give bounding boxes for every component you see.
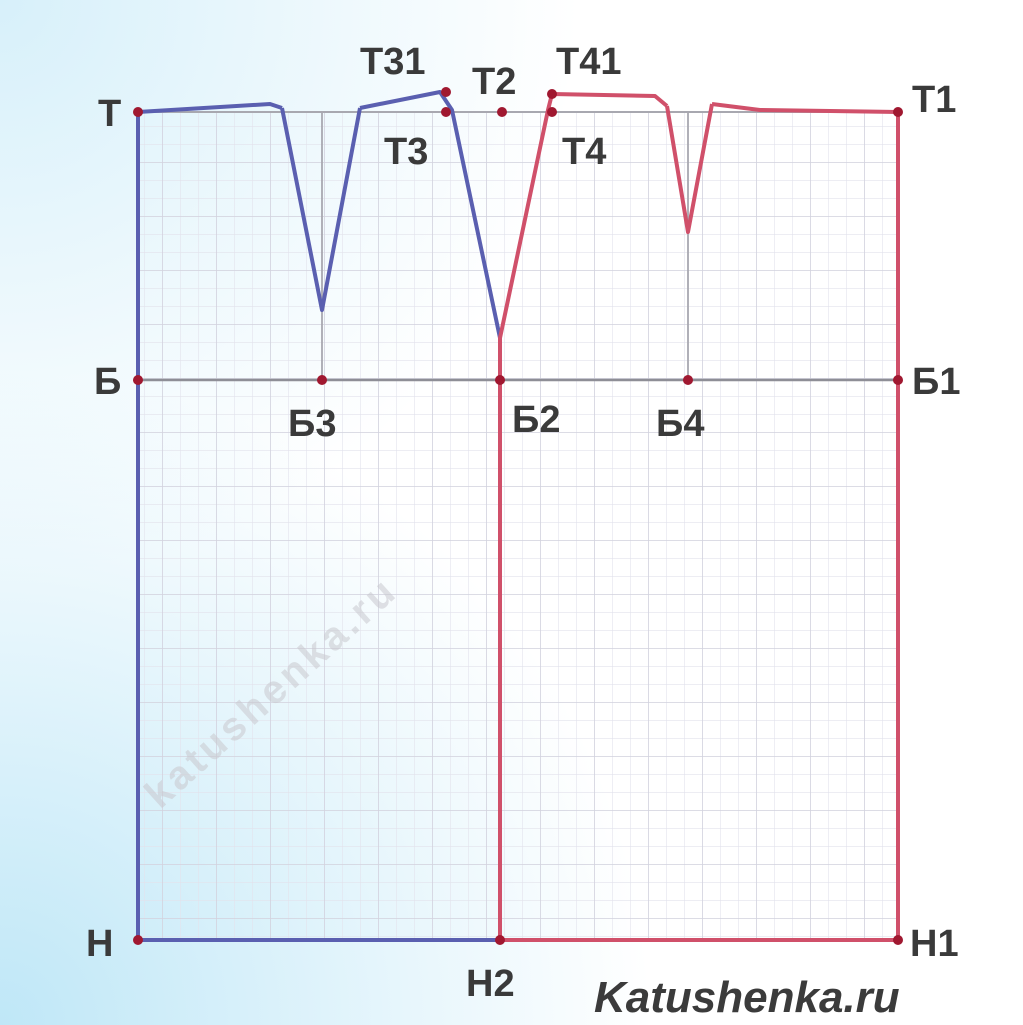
- label-h: Н: [86, 923, 113, 965]
- label-t4: Т4: [562, 131, 606, 173]
- label-t31: Т31: [360, 41, 425, 83]
- point-t41: [547, 89, 557, 99]
- label-t2: Т2: [472, 61, 516, 103]
- construction-points: [133, 87, 903, 945]
- point-t31: [441, 87, 451, 97]
- grid-paper: [138, 112, 898, 942]
- point-t4: [547, 107, 557, 117]
- label-b3: Б3: [288, 403, 336, 445]
- label-h1: Н1: [910, 923, 959, 965]
- label-t: Т: [98, 93, 121, 135]
- label-t3: Т3: [384, 131, 428, 173]
- point-b2: [495, 375, 505, 385]
- point-b4: [683, 375, 693, 385]
- point-t1: [893, 107, 903, 117]
- label-b1: Б1: [912, 361, 960, 403]
- point-b1: [893, 375, 903, 385]
- label-b: Б: [94, 361, 121, 403]
- label-t1: Т1: [912, 79, 956, 121]
- point-t: [133, 107, 143, 117]
- label-t41: Т41: [556, 41, 621, 83]
- label-h2: Н2: [466, 963, 515, 1005]
- label-b4: Б4: [656, 403, 704, 445]
- point-t3: [441, 107, 451, 117]
- brand-text: Katushenka.ru: [594, 973, 900, 1022]
- point-b3: [317, 375, 327, 385]
- point-h: [133, 935, 143, 945]
- point-t2: [497, 107, 507, 117]
- point-h2: [495, 935, 505, 945]
- point-h1: [893, 935, 903, 945]
- label-b2: Б2: [512, 399, 560, 441]
- point-b: [133, 375, 143, 385]
